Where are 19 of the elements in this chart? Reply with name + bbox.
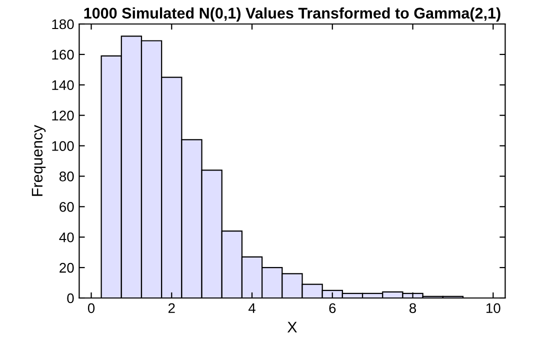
y-axis-title: Frequency (32, 124, 46, 196)
y-tick-label: 40 (59, 232, 74, 242)
y-tick-label: 140 (52, 80, 74, 90)
y-tick-label: 80 (59, 172, 74, 182)
y-tick-label: 100 (52, 141, 74, 151)
x-tick-label: 10 (486, 303, 500, 314)
x-tick-label: 2 (168, 303, 175, 313)
chart-title: 1000 Simulated N(0,1) Values Transformed to Gamma(2,1) (84, 7, 500, 22)
x-tick-label: 4 (248, 303, 256, 313)
x-tick-label: 6 (329, 303, 336, 314)
x-tick-label: 8 (410, 303, 416, 314)
y-tick-label: 60 (60, 202, 74, 212)
y-tick-label: 160 (52, 50, 74, 60)
x-axis-title: X (287, 322, 297, 332)
y-tick-label: 0 (67, 293, 74, 304)
y-tick-label: 20 (60, 262, 74, 273)
y-tick-label: 180 (52, 19, 74, 30)
y-tick-label: 120 (52, 110, 74, 121)
x-tick-label: 0 (88, 303, 95, 314)
